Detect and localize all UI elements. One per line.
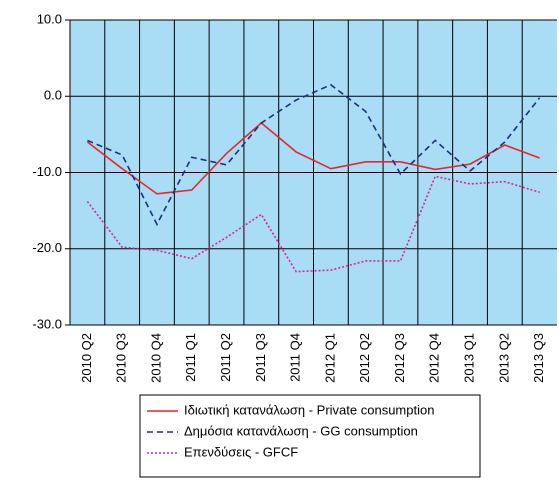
line-series	[86, 175, 540, 273]
x-tick-label: 2012 Q1	[322, 333, 337, 383]
x-tick-label: 2010 Q2	[79, 333, 94, 383]
x-tick-label: 2010 Q3	[114, 333, 129, 383]
legend-label: Δημόσια κατανάλωση - GG consumption	[184, 423, 418, 438]
y-tick-label: 10.0	[37, 11, 62, 26]
x-tick-label: 2010 Q4	[148, 333, 163, 383]
legend-label: Ιδιωτική κατανάλωση - Private consumptio…	[184, 402, 434, 417]
x-tick-label: 2013 Q2	[496, 333, 511, 383]
x-tick-label: 2013 Q3	[531, 333, 546, 383]
y-tick-label: -10.0	[32, 164, 62, 179]
x-tick-label: 2012 Q2	[357, 333, 372, 383]
legend-label: Επενδύσεις - GFCF	[184, 444, 298, 459]
x-tick-label: 2013 Q1	[461, 333, 476, 383]
y-tick-label: -30.0	[32, 316, 62, 331]
line-series	[87, 83, 541, 227]
x-tick-label: 2012 Q4	[427, 333, 442, 383]
x-tick-label: 2011 Q3	[253, 333, 268, 382]
x-tick-label: 2011 Q1	[183, 333, 198, 382]
legend-box	[139, 394, 481, 478]
x-tick-label: 2011 Q4	[288, 333, 303, 382]
y-tick-label: -20.0	[32, 240, 62, 255]
y-tick-label: 0.0	[44, 88, 62, 103]
x-tick-label: 2011 Q2	[218, 333, 233, 382]
x-tick-label: 2012 Q3	[392, 333, 407, 383]
